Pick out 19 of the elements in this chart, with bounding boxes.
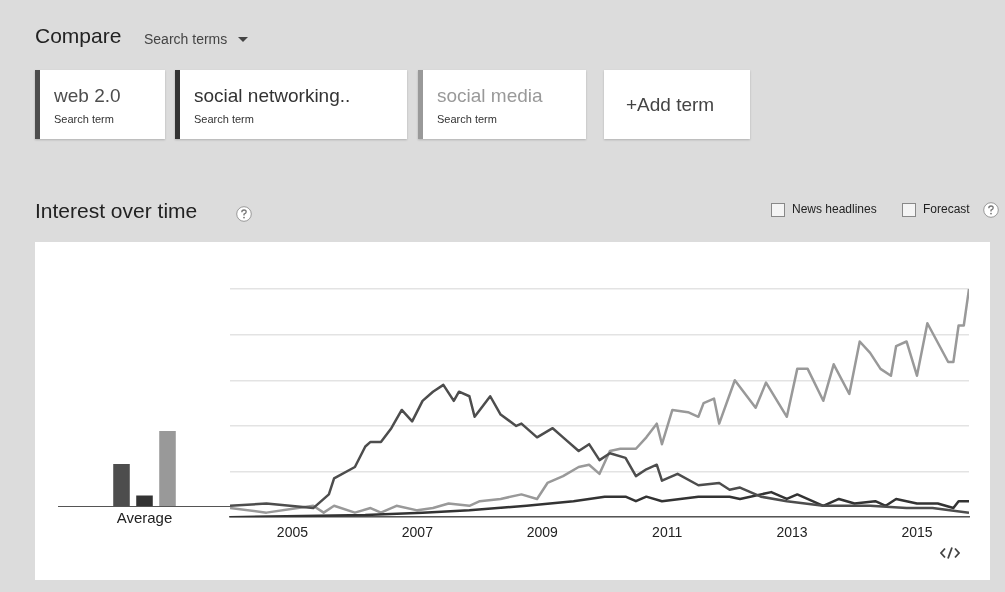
x-tick-label: 2013 <box>776 524 808 541</box>
x-tick-label: 2005 <box>276 524 309 541</box>
text: social media <box>437 85 543 107</box>
x-tick-label: 2015 <box>901 524 933 541</box>
x-tick-label: 2009 <box>526 524 559 541</box>
text: web 2.0 <box>54 85 121 107</box>
text: social networking.. <box>194 85 351 107</box>
text: +Add term <box>626 94 715 116</box>
text: Compare <box>35 24 122 48</box>
chart-title: Interest over time <box>35 199 198 223</box>
text: Forecast <box>923 202 970 216</box>
text: Search term <box>54 113 114 125</box>
text: News headlines <box>792 202 877 216</box>
text: Search terms <box>144 31 228 47</box>
x-tick-label: Average <box>116 509 173 527</box>
text: Search term <box>194 113 254 125</box>
x-tick-label: 2011 <box>652 524 683 541</box>
x-tick-label: 2007 <box>401 524 434 541</box>
text: Search term <box>437 113 497 125</box>
